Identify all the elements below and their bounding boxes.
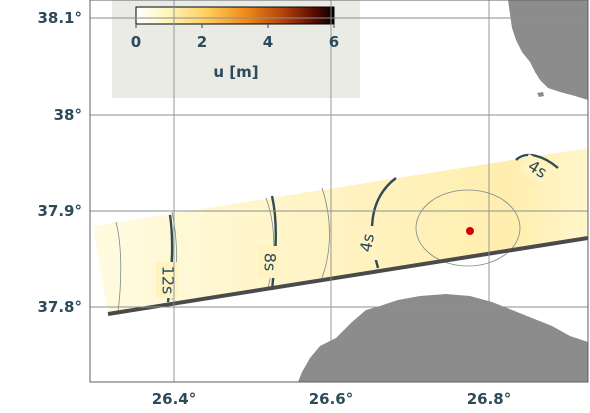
y-axis-labels: 38.1° 38° 37.9° 37.8° [37,9,82,316]
y-tick-37.9: 37.9° [37,202,82,220]
contour-label-12s: 12s [159,266,178,295]
epicenter-marker [466,227,474,235]
land-northeast [508,0,588,100]
x-tick-26.8: 26.8° [467,390,512,408]
y-tick-37.8: 37.8° [37,298,82,316]
slip-patch [93,148,588,314]
x-tick-26.4: 26.4° [152,390,197,408]
colorbar-tick-2: 2 [197,33,207,51]
colorbar-tick-0: 0 [131,33,141,51]
graticule [90,0,588,382]
axes-frame [89,0,589,383]
colorbar-labels: 0 2 4 6 u [m] [131,33,339,81]
x-tick-26.6: 26.6° [309,390,354,408]
colorbar-tick-4: 4 [263,33,273,51]
land-south [298,294,588,382]
y-tick-38.1: 38.1° [37,9,82,27]
contour-label-4s-center: 4s [356,232,378,254]
colorbar-tick-6: 6 [329,33,339,51]
fault-trace [107,236,588,316]
y-tick-38.0: 38° [54,106,82,124]
colorbar-gradient [135,6,335,25]
colorbar-title: u [m] [213,63,258,81]
land-islet [537,92,544,97]
contour-label-8s: 8s [261,253,280,272]
colorbar-ticks [135,24,335,28]
contour-label-group: 4s 4s 8s 12s [156,153,555,298]
x-axis-labels: 26.4° 26.6° 26.8° [152,390,512,408]
